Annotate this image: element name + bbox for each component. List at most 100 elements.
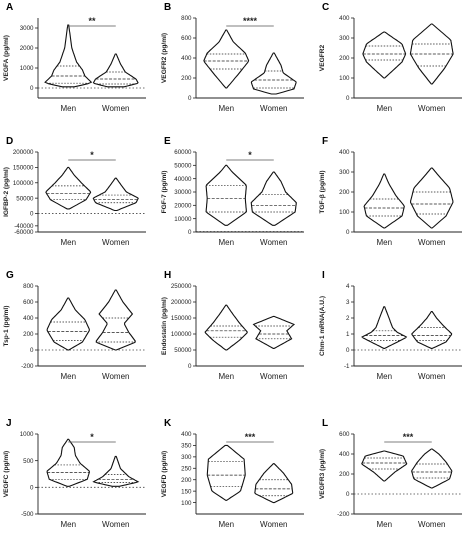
category-label: Men <box>60 372 76 381</box>
y-tick-label: 2 <box>346 315 350 322</box>
violin-men <box>46 438 90 487</box>
violin-men <box>205 164 247 226</box>
category-label: Women <box>418 238 445 247</box>
y-tick-label: 50000 <box>16 195 34 202</box>
y-tick-label: 0 <box>188 95 192 102</box>
category-label: Men <box>218 520 234 529</box>
panel-letter: G <box>6 270 14 281</box>
y-axis-label: VEGFA (pg/ml) <box>3 35 10 81</box>
y-tick-label: 1 <box>346 331 350 338</box>
violin-women <box>409 23 454 85</box>
violin-women <box>410 167 454 229</box>
y-tick-label: 200 <box>339 471 350 478</box>
violin-women <box>95 289 136 351</box>
y-tick-label: 200000 <box>13 149 34 156</box>
y-tick-label: 60000 <box>174 149 192 156</box>
y-tick-label: 400 <box>23 315 34 322</box>
significance-label: ** <box>88 16 96 26</box>
y-axis-label: Chm-1 mRNA(A.U.) <box>319 296 326 356</box>
y-tick-label: 200 <box>181 477 192 484</box>
category-label: Women <box>260 520 287 529</box>
y-tick-label: 0 <box>346 229 350 236</box>
violin-men <box>44 24 93 88</box>
y-tick-label: 400 <box>339 149 350 156</box>
panel-j: J -500 0 500 1000 VEGFC (pg/ml) Men Women * <box>3 418 146 529</box>
y-tick-label: -200 <box>21 363 34 370</box>
y-tick-label: 600 <box>339 431 350 438</box>
y-tick-label: 3000 <box>20 25 34 32</box>
y-tick-label: 2000 <box>20 45 34 52</box>
category-label: Women <box>260 104 287 113</box>
y-tick-label: 40000 <box>174 176 192 183</box>
violin-women <box>411 448 453 489</box>
panel-letter: H <box>164 270 171 281</box>
y-tick-label: 250000 <box>171 283 192 290</box>
y-tick-label: 100000 <box>13 180 34 187</box>
violin-women <box>92 177 139 212</box>
significance-label: *** <box>245 432 256 442</box>
category-label: Men <box>60 520 76 529</box>
violin-men <box>363 173 405 229</box>
violin-men <box>204 304 248 351</box>
category-label: Men <box>60 104 76 113</box>
panel-d: D -60000-40000 0 50000 100000 150000 200000 IGF… <box>3 136 146 247</box>
y-axis-label: FGF-7 (pg/ml) <box>161 171 168 214</box>
panel-letter: C <box>322 2 329 13</box>
y-tick-label: 20000 <box>174 203 192 210</box>
panel-letter: E <box>164 136 171 147</box>
violin-women <box>92 455 140 487</box>
category-label: Women <box>260 372 287 381</box>
category-label: Men <box>218 238 234 247</box>
significance-label: * <box>90 432 94 442</box>
y-tick-label: -500 <box>21 511 34 518</box>
y-axis-label: VEGFC (pg/ml) <box>3 451 10 498</box>
panel-letter: J <box>6 418 12 429</box>
y-tick-label: 100 <box>339 209 350 216</box>
y-tick-label: 0 <box>346 491 350 498</box>
significance-label: * <box>248 150 252 160</box>
y-tick-label: 400 <box>181 431 192 438</box>
category-label: Women <box>260 238 287 247</box>
significance-label: *** <box>403 432 414 442</box>
y-axis-label: Tsp-1 (pg/ml) <box>3 306 10 347</box>
violin-women <box>92 53 139 88</box>
significance-label: **** <box>243 16 258 26</box>
y-tick-label: 200000 <box>171 299 192 306</box>
category-label: Women <box>102 238 129 247</box>
y-tick-label: 600 <box>181 35 192 42</box>
category-label: Men <box>376 104 392 113</box>
violin-women <box>252 315 296 349</box>
category-label: Men <box>60 238 76 247</box>
category-label: Women <box>102 372 129 381</box>
panel-c: C 0 100 200 300 400 VEGFR2 Men Women <box>319 2 462 113</box>
y-tick-label: 300 <box>339 35 350 42</box>
category-label: Men <box>376 520 392 529</box>
y-tick-label: -200 <box>337 511 350 518</box>
y-tick-label: 200 <box>181 75 192 82</box>
category-label: Women <box>102 104 129 113</box>
violin-men <box>361 306 408 349</box>
panel-letter: F <box>322 136 328 147</box>
y-axis-label: VEGFR3 (pg/ml) <box>319 449 326 499</box>
panel-e: E 0 10000 20000 30000 40000 50000 60000 FGF-7 (p… <box>161 136 304 247</box>
y-tick-label: 0 <box>30 211 34 218</box>
y-tick-label: 150 <box>181 488 192 495</box>
panel-i: I -1 0 1 2 3 4 Chm-1 mRNA(A.U.) Men Women <box>319 270 462 381</box>
violin-men <box>203 29 250 89</box>
violin-men <box>362 31 407 79</box>
y-tick-label: 1000 <box>20 65 34 72</box>
y-axis-label: VEGFR2 <box>319 44 326 71</box>
y-axis-label: TGF-β (pg/ml) <box>319 170 326 213</box>
panel-k: K 100 150 200 250 300 350 400 VEGFD (pg/ml) Men Wo… <box>161 418 304 529</box>
category-label: Women <box>418 372 445 381</box>
y-tick-label: 600 <box>23 299 34 306</box>
category-label: Women <box>418 104 445 113</box>
y-axis-label: VEGFD (pg/ml) <box>161 451 168 498</box>
y-tick-label: 200 <box>339 55 350 62</box>
y-tick-label: 50000 <box>174 347 192 354</box>
y-tick-label: 0 <box>188 363 192 370</box>
panel-letter: A <box>6 2 13 13</box>
y-axis-label: Endostatin (pg/ml) <box>161 297 168 355</box>
y-tick-label: 30000 <box>174 189 192 196</box>
